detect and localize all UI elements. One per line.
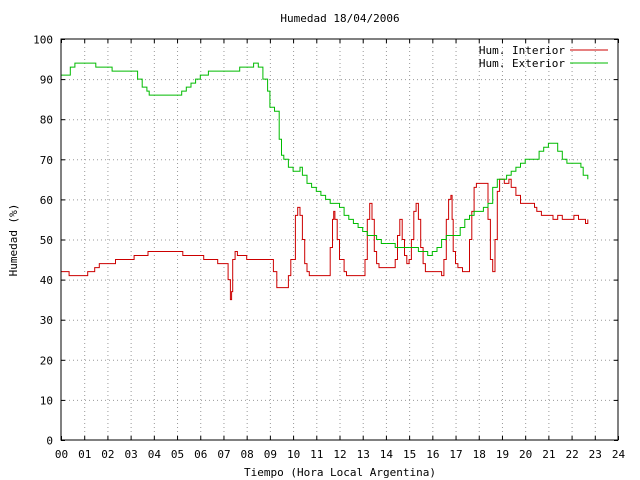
y-tick-label: 70 — [40, 154, 53, 167]
y-tick-label: 60 — [40, 194, 53, 207]
x-tick-label: 09 — [264, 448, 277, 461]
x-tick-label: 19 — [496, 448, 509, 461]
y-tick-label: 40 — [40, 274, 53, 287]
x-tick-label: 10 — [287, 448, 300, 461]
x-tick-label: 13 — [357, 448, 370, 461]
series-line-exterior — [61, 62, 589, 256]
chart-title: Humedad 18/04/2006 — [280, 12, 399, 25]
y-axis-label: Humedad (%) — [7, 204, 20, 277]
series-line-interior — [61, 178, 589, 301]
x-tick-label: 14 — [380, 448, 394, 461]
x-tick-label: 16 — [426, 448, 439, 461]
x-tick-label: 24 — [612, 448, 626, 461]
x-tick-label: 23 — [589, 448, 602, 461]
x-tick-label: 04 — [148, 448, 162, 461]
y-tick-label: 80 — [40, 114, 53, 127]
y-tick-label: 10 — [40, 394, 53, 407]
grid — [61, 39, 618, 440]
x-tick-label: 18 — [473, 448, 486, 461]
legend-label: Hum. Interior — [479, 44, 565, 57]
x-tick-label: 08 — [241, 448, 254, 461]
x-tick-label: 07 — [217, 448, 230, 461]
x-tick-label: 06 — [194, 448, 207, 461]
x-tick-label: 15 — [403, 448, 416, 461]
x-tick-label: 00 — [55, 448, 68, 461]
y-tick-label: 20 — [40, 354, 53, 367]
x-tick-label: 21 — [542, 448, 555, 461]
x-tick-label: 17 — [449, 448, 462, 461]
y-tick-label: 100 — [33, 34, 53, 47]
x-tick-label: 01 — [78, 448, 91, 461]
x-tick-label: 05 — [171, 448, 184, 461]
x-axis-ticks: 00 01 02 03 04 05 06 07 08 09 10 11 12 13 14 15 16 17 18 19… — [55, 39, 626, 461]
y-tick-label: 90 — [40, 74, 53, 87]
y-tick-label: 0 — [46, 435, 53, 448]
x-tick-label: 12 — [333, 448, 346, 461]
x-axis-label: Tiempo (Hora Local Argentina) — [244, 466, 436, 479]
x-tick-label: 22 — [565, 448, 578, 461]
y-tick-label: 50 — [40, 234, 53, 247]
legend-label: Hum. Exterior — [479, 57, 565, 70]
x-tick-label: 20 — [519, 448, 532, 461]
x-tick-label: 11 — [310, 448, 323, 461]
x-tick-label: 02 — [101, 448, 114, 461]
series-lines — [61, 62, 589, 301]
x-tick-label: 03 — [125, 448, 138, 461]
y-axis-ticks: 0 10 20 30 40 50 60 70 80 90 100 — [33, 34, 618, 448]
y-tick-label: 30 — [40, 314, 53, 327]
